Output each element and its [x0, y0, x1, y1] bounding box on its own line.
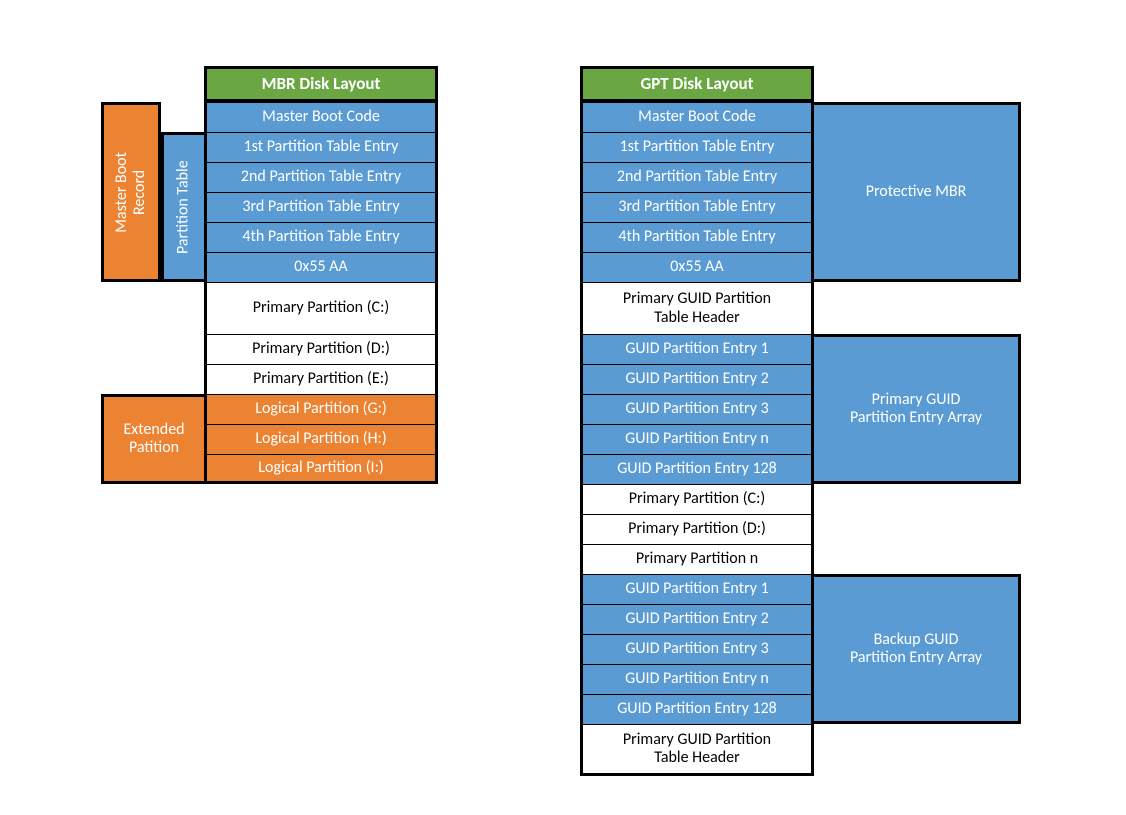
layout-row: Primary Partition (C:): [580, 484, 814, 514]
layout-row: 1st Partition Table Entry: [580, 132, 814, 162]
layout-row: GUID Partition Entry 128: [580, 694, 814, 724]
layout-row: Primary Partition n: [580, 544, 814, 574]
layout-row: Logical Partition (H:): [204, 424, 438, 454]
layout-row: 0x55 AA: [204, 252, 438, 282]
column-header: MBR Disk Layout: [204, 66, 438, 102]
layout-row: GUID Partition Entry 128: [580, 454, 814, 484]
layout-row: 2nd Partition Table Entry: [204, 162, 438, 192]
layout-row: Primary Partition (D:): [580, 514, 814, 544]
layout-row: 1st Partition Table Entry: [204, 132, 438, 162]
layout-row: GUID Partition Entry 2: [580, 364, 814, 394]
layout-row: Logical Partition (G:): [204, 394, 438, 424]
layout-row: 4th Partition Table Entry: [580, 222, 814, 252]
layout-row: 0x55 AA: [580, 252, 814, 282]
layout-row: GUID Partition Entry 2: [580, 604, 814, 634]
layout-row: 3rd Partition Table Entry: [204, 192, 438, 222]
layout-row: Primary Partition (C:): [204, 282, 438, 334]
mbr-side-partition-table: Partition Table: [161, 132, 207, 282]
layout-row: GUID Partition Entry 3: [580, 634, 814, 664]
layout-row: Logical Partition (I:): [204, 454, 438, 484]
mbr-side-extended-partition: ExtendedPatition: [101, 394, 207, 484]
layout-row: Primary GUID PartitionTable Header: [580, 282, 814, 334]
layout-row: Master Boot Code: [580, 102, 814, 132]
layout-row: Master Boot Code: [204, 102, 438, 132]
mbr-side-master-boot-record: Master BootRecord: [101, 102, 161, 282]
layout-row: Primary Partition (E:): [204, 364, 438, 394]
gpt-side-protective-mbr: Protective MBR: [811, 102, 1021, 282]
layout-row: GUID Partition Entry n: [580, 424, 814, 454]
gpt-side-primary-array: Primary GUIDPartition Entry Array: [811, 334, 1021, 484]
layout-row: GUID Partition Entry 3: [580, 394, 814, 424]
layout-row: 4th Partition Table Entry: [204, 222, 438, 252]
layout-row: Primary GUID PartitionTable Header: [580, 724, 814, 776]
layout-row: Primary Partition (D:): [204, 334, 438, 364]
layout-row: 2nd Partition Table Entry: [580, 162, 814, 192]
layout-row: GUID Partition Entry n: [580, 664, 814, 694]
gpt-side-backup-array: Backup GUIDPartition Entry Array: [811, 574, 1021, 724]
layout-row: GUID Partition Entry 1: [580, 574, 814, 604]
layout-row: 3rd Partition Table Entry: [580, 192, 814, 222]
column-header: GPT Disk Layout: [580, 66, 814, 102]
layout-row: GUID Partition Entry 1: [580, 334, 814, 364]
